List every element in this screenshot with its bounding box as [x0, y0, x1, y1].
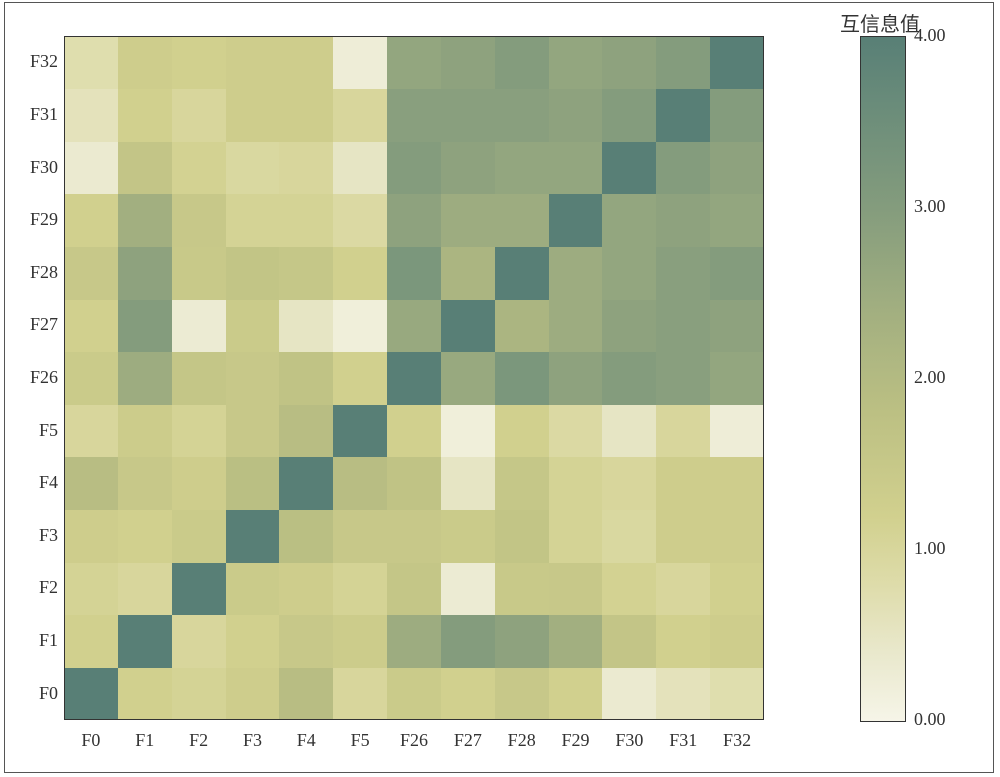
- colorbar-tick-label: 4.00: [914, 25, 946, 46]
- x-tick-label: F31: [669, 730, 697, 751]
- y-tick-label: F5: [8, 420, 58, 441]
- colorbar: [860, 36, 906, 722]
- x-tick-label: F3: [243, 730, 262, 751]
- y-tick-label: F32: [8, 51, 58, 72]
- y-tick-label: F28: [8, 262, 58, 283]
- heatmap-border: [64, 36, 764, 720]
- x-tick-label: F0: [81, 730, 100, 751]
- y-tick-label: F29: [8, 209, 58, 230]
- x-tick-label: F28: [508, 730, 536, 751]
- colorbar-tick-label: 1.00: [914, 538, 946, 559]
- colorbar-tick-label: 3.00: [914, 196, 946, 217]
- y-tick-label: F3: [8, 525, 58, 546]
- x-tick-label: F5: [351, 730, 370, 751]
- colorbar-tick-label: 0.00: [914, 709, 946, 730]
- y-tick-label: F30: [8, 157, 58, 178]
- x-tick-label: F30: [615, 730, 643, 751]
- x-tick-label: F32: [723, 730, 751, 751]
- y-tick-label: F31: [8, 104, 58, 125]
- x-tick-label: F29: [562, 730, 590, 751]
- figure-root: F32 F31 F30 F29 F28 F27 F26 F5 F4 F3 F2 F1 F0 F0 F1 F2 F…: [0, 0, 1000, 777]
- y-tick-label: F2: [8, 577, 58, 598]
- y-tick-label: F26: [8, 367, 58, 388]
- y-tick-label: F0: [8, 683, 58, 704]
- y-tick-label: F4: [8, 472, 58, 493]
- y-tick-label: F1: [8, 630, 58, 651]
- x-tick-label: F1: [135, 730, 154, 751]
- x-tick-label: F2: [189, 730, 208, 751]
- colorbar-title: 互信息值: [840, 8, 920, 37]
- x-tick-label: F26: [400, 730, 428, 751]
- x-tick-label: F27: [454, 730, 482, 751]
- y-tick-label: F27: [8, 314, 58, 335]
- colorbar-tick-label: 2.00: [914, 367, 946, 388]
- x-tick-label: F4: [297, 730, 316, 751]
